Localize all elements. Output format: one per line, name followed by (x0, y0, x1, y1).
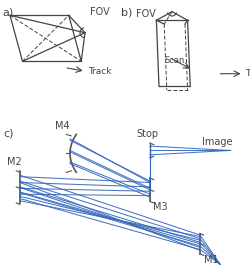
Text: Track: Track (245, 69, 250, 78)
Text: Stop: Stop (136, 129, 158, 139)
Text: M2: M2 (8, 157, 22, 167)
Text: FOV: FOV (90, 6, 110, 17)
Text: a): a) (2, 8, 14, 18)
Text: Image: Image (202, 137, 232, 147)
Text: c): c) (4, 129, 14, 139)
Text: Track: Track (88, 67, 112, 76)
Text: b): b) (121, 8, 133, 18)
Text: M4: M4 (55, 121, 70, 131)
Text: FOV: FOV (136, 9, 155, 19)
Text: M3: M3 (152, 202, 167, 212)
Text: Scan: Scan (164, 56, 184, 65)
Text: M1: M1 (204, 255, 218, 265)
